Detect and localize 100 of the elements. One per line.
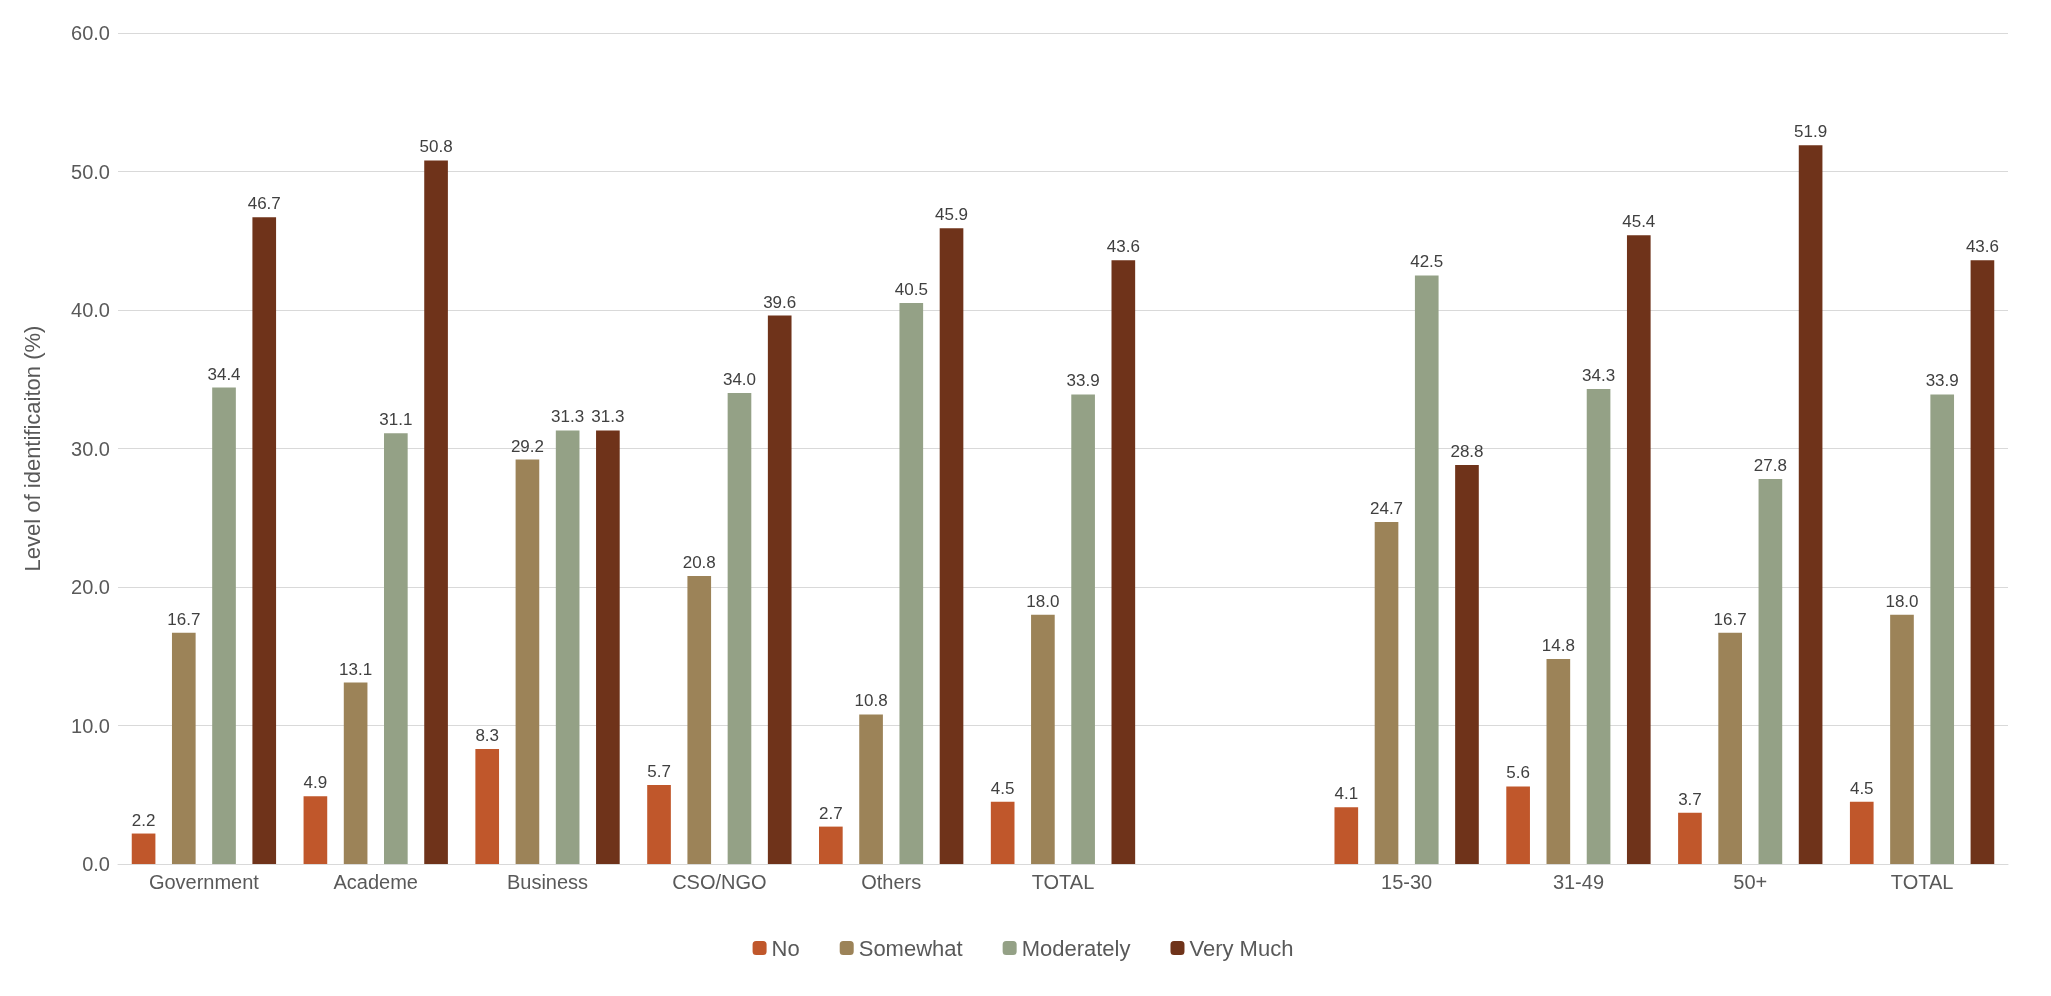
data-label: 10.8 <box>854 691 888 711</box>
y-tick-label: 30.0 <box>71 437 110 460</box>
bar <box>1546 659 1571 864</box>
x-tick-label: 31-49 <box>1552 871 1605 893</box>
data-label: 33.9 <box>1925 371 1959 391</box>
legend-label: Somewhat <box>858 935 963 961</box>
bar <box>212 387 236 864</box>
data-label: 43.6 <box>1106 237 1140 257</box>
data-label: 34.4 <box>207 364 241 384</box>
data-label: 5.6 <box>1506 763 1530 783</box>
data-label: 14.8 <box>1541 636 1575 656</box>
y-tick-label: 0.0 <box>82 853 110 875</box>
data-label: 18.0 <box>1885 591 1919 611</box>
data-label: 50.8 <box>419 137 453 157</box>
y-tick-label: 10.0 <box>71 714 110 737</box>
bar <box>171 632 196 864</box>
data-label: 28.8 <box>1450 442 1484 462</box>
data-label: 4.5 <box>1849 778 1874 798</box>
x-tick-label: Academe <box>333 871 418 893</box>
bar <box>1031 614 1055 864</box>
y-tick-label: 60.0 <box>71 22 110 44</box>
bar <box>1849 801 1874 864</box>
data-label: 5.7 <box>647 762 671 782</box>
bar <box>899 303 924 864</box>
bar <box>1970 260 1995 864</box>
bar <box>1334 807 1359 864</box>
x-tick-label: Government <box>148 871 260 893</box>
bar <box>1930 394 1955 864</box>
data-label: 16.7 <box>167 609 201 629</box>
data-label: 2.7 <box>819 803 843 823</box>
x-tick-label: 50+ <box>1733 871 1768 893</box>
bar <box>596 430 620 864</box>
data-label: 34.0 <box>722 370 757 390</box>
bar <box>819 826 843 864</box>
bar <box>1111 260 1136 864</box>
bar <box>1071 394 1095 864</box>
bar <box>1798 145 1823 864</box>
x-tick-label: CSO/NGO <box>672 871 767 893</box>
bar <box>1506 786 1530 864</box>
bar <box>384 433 408 864</box>
bar <box>1678 812 1702 864</box>
data-label: 45.9 <box>934 205 969 225</box>
bar <box>1626 235 1651 864</box>
bar <box>131 833 156 864</box>
bar <box>1758 478 1783 864</box>
data-label: 31.3 <box>551 407 585 427</box>
data-label: 27.8 <box>1753 455 1787 475</box>
data-label: 4.9 <box>303 773 328 793</box>
y-tick-label: 40.0 <box>71 299 110 321</box>
data-label: 51.9 <box>1794 122 1828 142</box>
bar <box>1586 388 1611 864</box>
bar <box>515 459 540 864</box>
data-label: 40.5 <box>894 280 928 300</box>
x-tick-label: TOTAL <box>1031 871 1095 893</box>
data-label: 13.1 <box>339 659 373 679</box>
data-label: 43.6 <box>1965 237 1999 257</box>
data-label: 42.5 <box>1410 252 1444 272</box>
bar <box>475 749 500 864</box>
data-label: 39.6 <box>763 292 797 312</box>
x-tick-label: 15-30 <box>1381 871 1433 893</box>
bar <box>647 785 671 864</box>
legend-label: Very Much <box>1189 935 1294 961</box>
bar <box>990 801 1015 864</box>
legend-label: Moderately <box>1021 935 1131 961</box>
data-label: 2.2 <box>131 810 156 830</box>
y-tick-label: 20.0 <box>71 576 110 598</box>
bar <box>859 714 883 864</box>
bar <box>1890 614 1914 864</box>
y-axis-title: Level of identificaiton (%) <box>19 325 45 572</box>
data-label: 4.1 <box>1334 784 1359 804</box>
y-tick-label: 50.0 <box>71 160 110 183</box>
x-tick-label: TOTAL <box>1890 871 1954 893</box>
bar <box>939 228 964 864</box>
bar <box>727 393 752 864</box>
data-label: 8.3 <box>475 726 500 746</box>
data-label: 18.0 <box>1026 591 1060 611</box>
legend-label: No <box>771 935 800 961</box>
data-label: 46.7 <box>247 194 281 214</box>
data-label: 31.3 <box>591 407 625 427</box>
data-label: 45.4 <box>1622 212 1656 232</box>
data-label: 4.5 <box>990 778 1015 798</box>
bar <box>767 315 792 864</box>
bar <box>424 160 448 864</box>
data-label: 3.7 <box>1678 789 1702 809</box>
x-tick-label: Others <box>861 871 922 893</box>
data-label: 31.1 <box>379 410 413 430</box>
x-tick-label: Business <box>506 871 589 893</box>
bar <box>252 217 277 864</box>
data-label: 24.7 <box>1369 498 1404 518</box>
bar <box>687 575 712 864</box>
data-label: 20.8 <box>682 552 716 572</box>
bar <box>1718 632 1742 864</box>
bar <box>343 682 368 864</box>
bar <box>1455 465 1479 864</box>
data-label: 29.2 <box>510 436 544 456</box>
data-label: 34.3 <box>1582 365 1616 385</box>
bar <box>1374 521 1399 864</box>
bar <box>555 430 580 864</box>
data-label: 16.7 <box>1713 609 1747 629</box>
bar <box>303 796 328 864</box>
